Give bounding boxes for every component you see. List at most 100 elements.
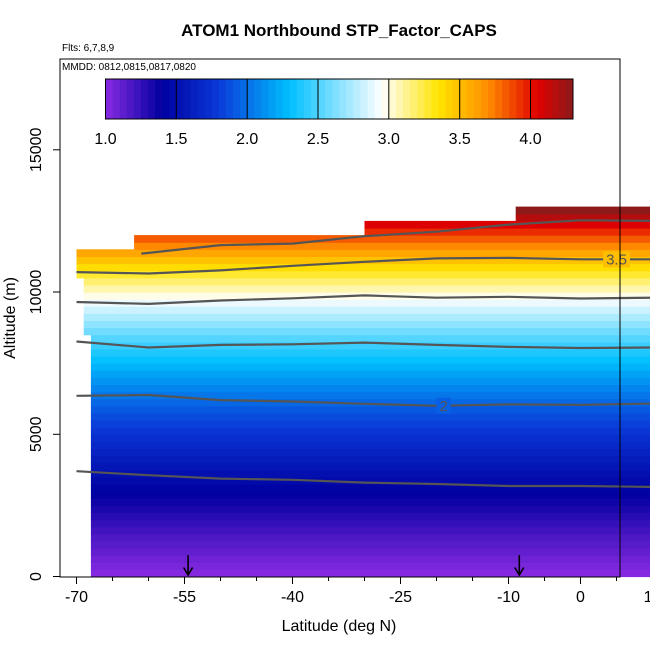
- colorbar-segment: [197, 79, 206, 119]
- heatmap-cell: [83, 299, 650, 307]
- x-tick-label: -40: [281, 589, 304, 606]
- colorbar-tick-label: 1.5: [165, 131, 187, 148]
- heatmap-cell: [90, 448, 650, 457]
- colorbar-tick-label: 3.0: [378, 131, 400, 148]
- heatmap-cell: [90, 519, 650, 528]
- colorbar-segment: [310, 79, 319, 119]
- colorbar-segment: [225, 79, 234, 119]
- colorbar-segment: [296, 79, 305, 119]
- colorbar-segment: [438, 79, 446, 119]
- heatmap-cell: [90, 370, 650, 378]
- colorbar-segment: [169, 79, 177, 119]
- colorbar-segment: [318, 79, 326, 119]
- heatmap-cell: [364, 228, 650, 236]
- colorbar-segment: [502, 79, 510, 119]
- contour-line-3: [76, 294, 650, 305]
- colorbar-segment: [353, 79, 361, 119]
- y-tick-label: 10000: [28, 270, 45, 315]
- colorbar-segment: [332, 79, 340, 119]
- colorbar-segment: [240, 79, 248, 119]
- colorbar-segment: [233, 79, 241, 119]
- colorbar-segment: [537, 79, 546, 119]
- colorbar-segment: [325, 79, 333, 119]
- colorbar-segment: [339, 79, 347, 119]
- flight-marker-arrowhead: [514, 567, 525, 577]
- colorbar-segment: [289, 79, 298, 119]
- colorbar-segment: [126, 79, 135, 119]
- heatmap-cell: [76, 249, 650, 257]
- colorbar-segment: [480, 79, 489, 119]
- colorbar-segment: [516, 79, 524, 119]
- colorbar-segment: [431, 79, 439, 119]
- heatmap-cell: [90, 462, 650, 471]
- heatmap-cell: [90, 491, 650, 499]
- heatmap-cell: [90, 562, 650, 570]
- y-axis: 0 5000 10000 15000: [28, 127, 60, 581]
- x-axis: -70-55-40-25-1001020304050607080: [65, 577, 650, 606]
- colorbar-segment: [445, 79, 454, 119]
- colorbar-segment: [509, 79, 517, 119]
- colorbar-tick-label: 1.0: [94, 131, 116, 148]
- heatmap-cell: [90, 476, 650, 485]
- heatmap-cell: [90, 341, 650, 350]
- contour-lines: 1.522.533.54: [76, 219, 650, 488]
- colorbar-segment: [105, 79, 114, 119]
- heatmap-cell: [83, 327, 650, 336]
- x-tick-label: -55: [173, 589, 196, 606]
- flight-marker-arrowhead: [182, 567, 194, 577]
- colorbar-segment: [459, 79, 468, 119]
- colorbar-segment: [162, 79, 170, 119]
- heatmap-cell: [90, 412, 650, 421]
- heatmap-cell: [90, 555, 650, 563]
- colorbar-segment: [530, 79, 539, 119]
- colorbar-segment: [551, 79, 560, 119]
- colorbar-segment: [112, 79, 121, 119]
- contour-line-4: [141, 219, 650, 255]
- heatmap-cell: [83, 320, 650, 329]
- heatmap: [76, 206, 650, 578]
- colorbar-segment: [346, 79, 354, 119]
- heatmap-cell: [90, 405, 650, 414]
- contour-line-2.5: [76, 340, 650, 350]
- x-tick-label: -10: [497, 589, 520, 606]
- heatmap-cell: [90, 569, 650, 578]
- x-tick-label: -70: [65, 589, 88, 606]
- x-axis-label: Latitude (deg N): [282, 618, 397, 635]
- colorbar-segment: [261, 79, 269, 119]
- heatmap-cell: [134, 242, 650, 250]
- colorbar-segment: [417, 79, 425, 119]
- heatmap-cell: [90, 420, 650, 428]
- y-tick-label: 5000: [28, 416, 45, 452]
- colorbar-tick-label: 2.5: [307, 131, 329, 148]
- heatmap-cell: [515, 213, 650, 222]
- contour-line-1.5: [76, 470, 650, 488]
- heatmap-cell: [90, 533, 650, 542]
- heatmap-cell: [90, 334, 650, 343]
- heatmap-cell: [90, 540, 650, 549]
- y-axis-label: Altitude (m): [2, 277, 19, 359]
- heatmap-cell: [134, 235, 650, 243]
- colorbar-segment: [133, 79, 142, 119]
- heatmap-cell: [90, 441, 650, 450]
- colorbar: 1.0 1.5 2.0 2.5 3.0 3.5 4.0: [94, 78, 574, 148]
- colorbar-segment: [275, 79, 284, 119]
- contour-label-2: 2: [440, 398, 448, 415]
- colorbar-segment: [247, 79, 255, 119]
- heatmap-cell: [90, 455, 650, 464]
- colorbar-segment: [140, 79, 149, 119]
- colorbar-segment: [452, 79, 461, 119]
- colorbar-segment: [565, 79, 574, 119]
- colorbar-segment: [367, 79, 376, 119]
- heatmap-cell: [76, 256, 650, 265]
- contour-label-3.5: 3.5: [606, 251, 627, 268]
- colorbar-tick-label: 2.0: [236, 131, 258, 148]
- colorbar-segment: [374, 79, 383, 119]
- colorbar-segment: [218, 79, 227, 119]
- colorbar-segment: [473, 79, 482, 119]
- heatmap-cell: [90, 398, 650, 407]
- y-tick-label: 15000: [28, 127, 45, 172]
- colorbar-segment: [303, 79, 312, 119]
- heatmap-cell: [515, 206, 650, 215]
- x-tick-label: 10: [644, 589, 650, 606]
- colorbar-segment: [466, 79, 475, 119]
